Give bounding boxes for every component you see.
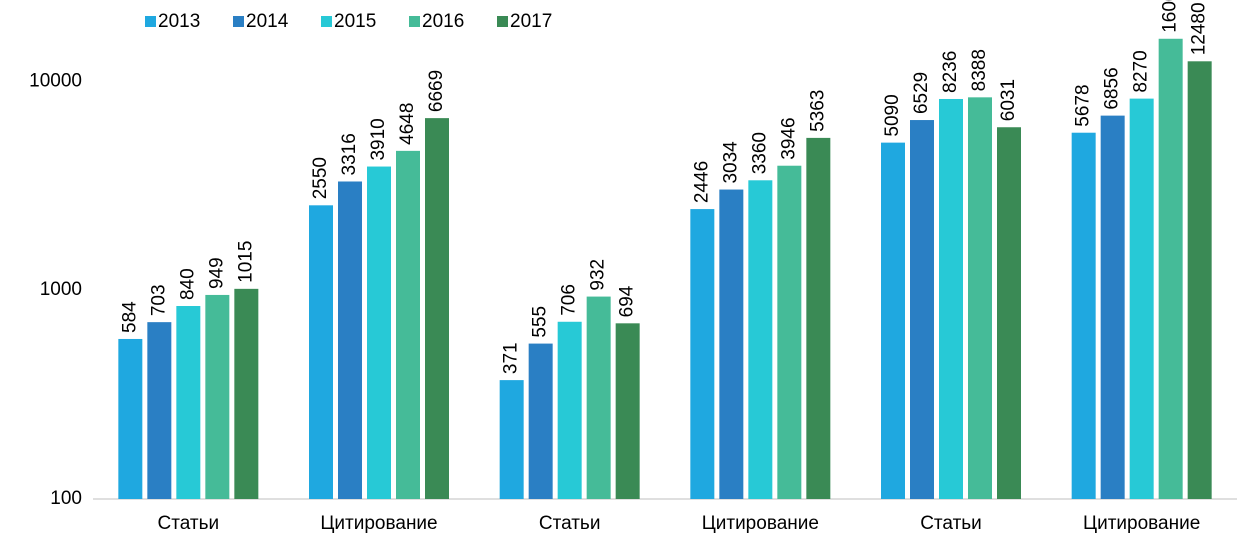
data-label: 932 xyxy=(588,259,609,291)
y-tick-label: 10000 xyxy=(29,70,82,91)
x-tick-label: Статьи xyxy=(158,513,220,534)
bar xyxy=(118,338,143,499)
data-label: 6856 xyxy=(1102,67,1123,109)
data-label: 840 xyxy=(177,268,198,300)
legend-swatch xyxy=(321,16,332,27)
data-label: 12480 xyxy=(1189,2,1210,55)
legend-swatch xyxy=(497,16,508,27)
data-label: 584 xyxy=(119,301,140,333)
bar xyxy=(1129,98,1154,499)
data-label: 1015 xyxy=(235,241,256,283)
bar xyxy=(615,323,640,499)
bar xyxy=(1187,61,1212,499)
legend-label: 2015 xyxy=(334,11,376,32)
legend-swatch xyxy=(233,16,244,27)
bar xyxy=(396,150,420,499)
data-label: 6529 xyxy=(911,72,932,114)
bar xyxy=(176,306,201,499)
y-tick-label: 100 xyxy=(50,488,82,509)
bar xyxy=(528,343,553,499)
data-label: 8388 xyxy=(969,49,990,91)
bar xyxy=(234,288,259,499)
bar xyxy=(1100,115,1125,500)
data-label: 3360 xyxy=(749,132,770,174)
legend-swatch xyxy=(409,16,420,27)
bar xyxy=(806,137,831,500)
bar xyxy=(719,189,744,500)
data-label: 8270 xyxy=(1131,50,1152,92)
data-label: 6031 xyxy=(998,79,1019,121)
data-label: 706 xyxy=(559,284,580,316)
bar xyxy=(910,120,934,499)
bar xyxy=(425,118,449,499)
bar xyxy=(777,165,802,500)
legend-label: 2016 xyxy=(422,11,464,32)
data-label: 16000 xyxy=(1160,0,1181,33)
legend-swatch xyxy=(145,16,156,27)
data-label: 4648 xyxy=(397,103,418,145)
bar xyxy=(881,142,905,500)
legend-label: 2013 xyxy=(158,11,200,32)
data-label: 555 xyxy=(530,306,551,338)
bar xyxy=(367,166,391,499)
legend-label: 2014 xyxy=(246,11,289,32)
bar xyxy=(939,98,963,499)
data-label: 8236 xyxy=(940,51,961,93)
bar xyxy=(997,127,1021,499)
x-tick-label: Цитирование xyxy=(702,513,819,534)
x-tick-label: Цитирование xyxy=(1083,513,1200,534)
bar xyxy=(1158,38,1183,499)
bar xyxy=(499,380,524,499)
data-label: 2550 xyxy=(310,157,331,199)
data-label: 5678 xyxy=(1073,84,1094,126)
data-label: 694 xyxy=(617,285,638,317)
bar xyxy=(205,294,230,499)
bar xyxy=(338,181,362,499)
x-tick-label: Статьи xyxy=(539,513,601,534)
bar xyxy=(147,322,172,499)
data-label: 5090 xyxy=(882,94,903,136)
bar xyxy=(557,321,582,499)
bar xyxy=(309,205,333,500)
y-tick-label: 1000 xyxy=(40,279,82,300)
data-label: 3316 xyxy=(339,133,360,175)
data-label: 6669 xyxy=(426,70,447,112)
x-tick-label: Цитирование xyxy=(320,513,437,534)
data-label: 3946 xyxy=(778,117,799,159)
bar xyxy=(968,97,992,500)
data-label: 3910 xyxy=(368,118,389,160)
data-label: 5363 xyxy=(807,90,828,132)
x-tick-label: Статьи xyxy=(920,513,982,534)
bar xyxy=(586,296,611,499)
data-label: 3034 xyxy=(720,141,741,184)
bar xyxy=(1071,132,1096,499)
data-label: 371 xyxy=(501,342,522,374)
bar xyxy=(748,180,773,500)
data-label: 949 xyxy=(206,257,227,289)
data-label: 2446 xyxy=(691,161,712,203)
bar xyxy=(690,209,715,499)
data-label: 703 xyxy=(148,284,169,316)
legend-label: 2017 xyxy=(510,11,552,32)
